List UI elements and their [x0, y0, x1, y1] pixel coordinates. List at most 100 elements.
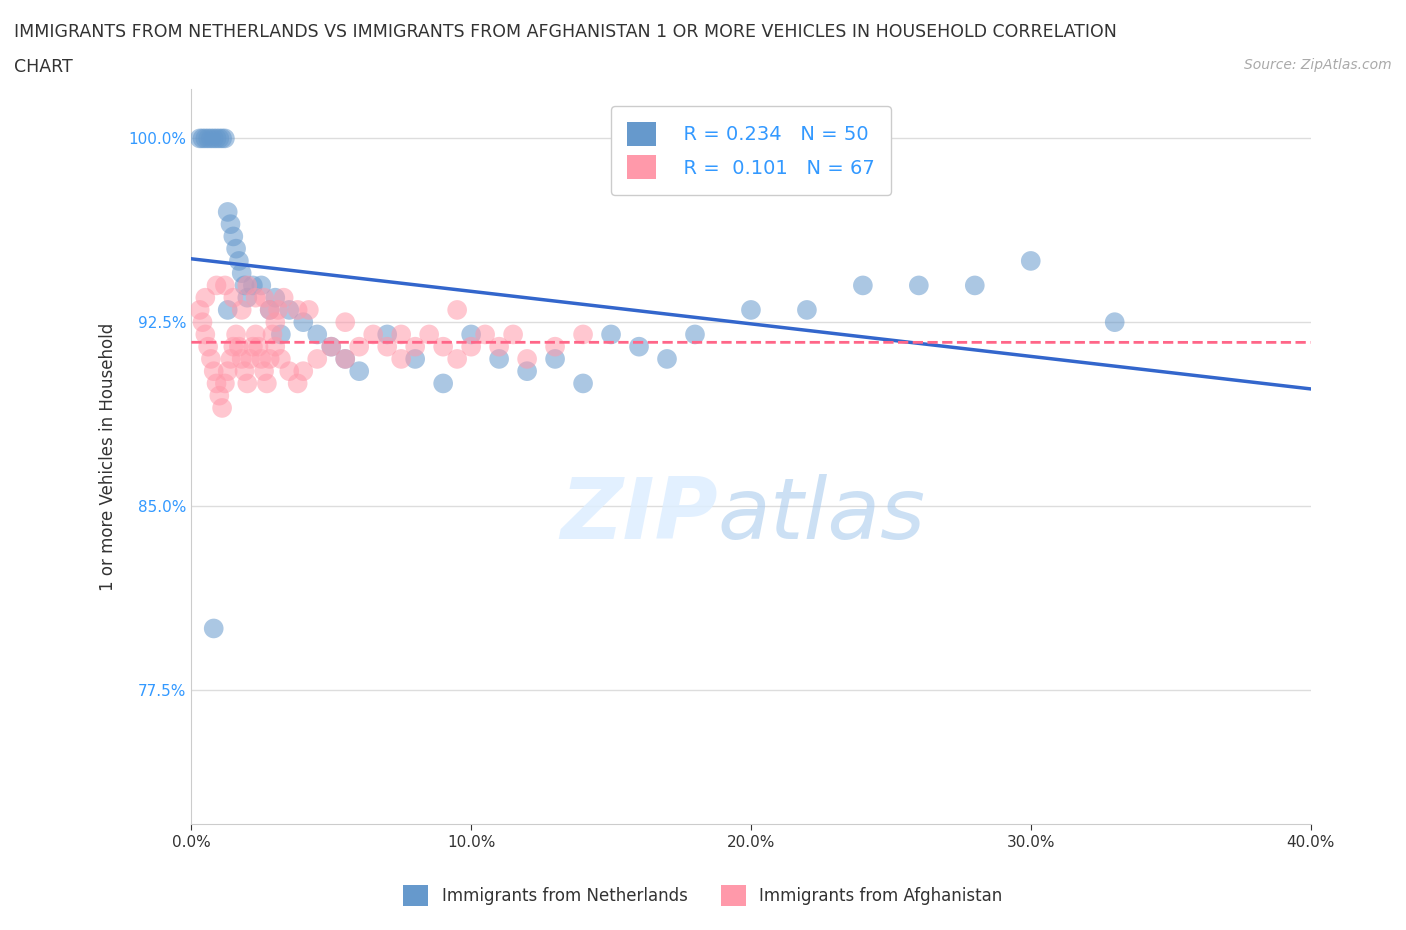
Point: [188, 131, 211, 146]
Point: [211, 131, 233, 146]
Point: [264, 314, 287, 329]
Point: [197, 339, 219, 354]
Point: [225, 241, 247, 256]
Point: [278, 302, 301, 317]
Point: [247, 339, 270, 354]
Point: [418, 327, 440, 342]
Point: [683, 327, 706, 342]
Point: [321, 339, 343, 354]
Point: [361, 327, 384, 342]
Point: [389, 352, 412, 366]
Point: [335, 314, 357, 329]
Point: [228, 339, 250, 354]
Point: [214, 278, 236, 293]
Point: [460, 327, 482, 342]
Point: [347, 364, 370, 379]
Point: [250, 278, 273, 293]
Point: [191, 131, 214, 146]
Point: [217, 364, 239, 379]
Point: [245, 327, 267, 342]
Text: Source: ZipAtlas.com: Source: ZipAtlas.com: [1244, 58, 1392, 72]
Point: [267, 302, 290, 317]
Point: [228, 254, 250, 269]
Text: IMMIGRANTS FROM NETHERLANDS VS IMMIGRANTS FROM AFGHANISTAN 1 OR MORE VEHICLES IN: IMMIGRANTS FROM NETHERLANDS VS IMMIGRANT…: [14, 23, 1116, 41]
Point: [1104, 314, 1126, 329]
Point: [321, 339, 343, 354]
Point: [375, 327, 398, 342]
Point: [335, 352, 357, 366]
Point: [270, 352, 292, 366]
Point: [264, 290, 287, 305]
Point: [259, 302, 281, 317]
Point: [253, 364, 276, 379]
Point: [217, 205, 239, 219]
Point: [488, 339, 510, 354]
Point: [222, 229, 245, 244]
Point: [259, 352, 281, 366]
Point: [307, 352, 329, 366]
Point: [205, 278, 228, 293]
Legend:   R = 0.234   N = 50,   R =  0.101   N = 67: R = 0.234 N = 50, R = 0.101 N = 67: [612, 106, 891, 194]
Point: [335, 352, 357, 366]
Point: [205, 376, 228, 391]
Point: [222, 290, 245, 305]
Point: [194, 290, 217, 305]
Point: [200, 352, 222, 366]
Point: [600, 327, 623, 342]
Point: [516, 352, 538, 366]
Point: [219, 217, 242, 232]
Point: [233, 278, 256, 293]
Point: [544, 352, 567, 366]
Point: [404, 339, 426, 354]
Point: [446, 302, 468, 317]
Point: [214, 376, 236, 391]
Point: [298, 302, 321, 317]
Point: [460, 339, 482, 354]
Point: [242, 339, 264, 354]
Point: [250, 352, 273, 366]
Text: ZIP: ZIP: [560, 474, 717, 557]
Point: [273, 290, 295, 305]
Point: [270, 327, 292, 342]
Point: [211, 401, 233, 416]
Point: [264, 339, 287, 354]
Point: [1019, 254, 1042, 269]
Point: [516, 364, 538, 379]
Point: [200, 131, 222, 146]
Point: [287, 376, 309, 391]
Point: [404, 352, 426, 366]
Point: [852, 278, 875, 293]
Point: [208, 131, 231, 146]
Point: [740, 302, 762, 317]
Point: [233, 364, 256, 379]
Point: [262, 327, 284, 342]
Text: CHART: CHART: [14, 58, 73, 75]
Point: [544, 339, 567, 354]
Point: [239, 352, 262, 366]
Point: [796, 302, 818, 317]
Point: [217, 302, 239, 317]
Point: [655, 352, 678, 366]
Point: [205, 131, 228, 146]
Point: [194, 327, 217, 342]
Point: [214, 131, 236, 146]
Point: [389, 327, 412, 342]
Point: [219, 352, 242, 366]
Point: [231, 352, 253, 366]
Point: [236, 290, 259, 305]
Point: [194, 131, 217, 146]
Point: [202, 131, 225, 146]
Y-axis label: 1 or more Vehicles in Household: 1 or more Vehicles in Household: [100, 323, 117, 591]
Point: [197, 131, 219, 146]
Point: [628, 339, 651, 354]
Point: [488, 352, 510, 366]
Point: [474, 327, 496, 342]
Text: atlas: atlas: [717, 474, 925, 557]
Point: [236, 278, 259, 293]
Point: [191, 314, 214, 329]
Point: [208, 388, 231, 403]
Point: [202, 364, 225, 379]
Point: [432, 376, 454, 391]
Point: [225, 327, 247, 342]
Point: [375, 339, 398, 354]
